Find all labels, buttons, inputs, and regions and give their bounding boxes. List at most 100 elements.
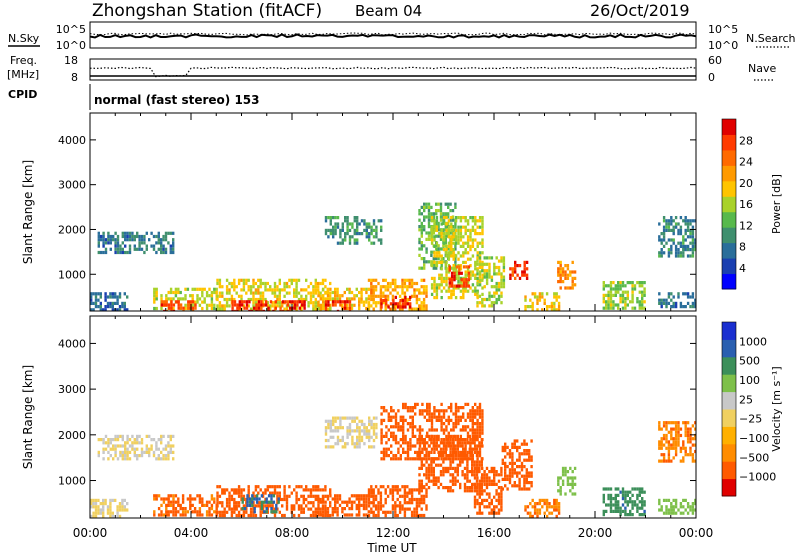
- data-cell: [538, 295, 542, 299]
- data-cell: [248, 500, 252, 504]
- data-region: [324, 416, 378, 449]
- data-cell: [511, 458, 514, 462]
- data-cell: [447, 228, 451, 232]
- data-cell: [471, 425, 474, 429]
- data-cell: [283, 307, 286, 311]
- data-cell: [493, 291, 496, 295]
- data-cell: [469, 273, 472, 277]
- data-cell: [172, 309, 176, 311]
- data-cell: [285, 507, 289, 511]
- data-cell: [332, 300, 335, 304]
- data-cell: [193, 287, 197, 291]
- data-cell: [445, 283, 448, 287]
- data-cell: [143, 450, 146, 454]
- data-cell: [246, 503, 249, 507]
- data-cell: [295, 288, 298, 292]
- data-cell: [312, 291, 315, 295]
- data-cell: [385, 431, 388, 435]
- data-cell: [533, 502, 537, 506]
- data-cell: [109, 502, 112, 506]
- data-cell: [109, 241, 112, 245]
- data-cell: [210, 300, 214, 304]
- data-cell: [271, 291, 274, 295]
- data-cell: [401, 305, 405, 309]
- data-cell: [391, 504, 395, 508]
- data-cell: [437, 209, 440, 213]
- data-cell: [221, 491, 224, 495]
- data-cell: [216, 307, 219, 311]
- data-cell: [662, 498, 666, 502]
- data-cell: [504, 471, 507, 475]
- data-cell: [367, 301, 371, 305]
- data-cell: [410, 294, 414, 298]
- data-cell: [116, 438, 120, 442]
- data-cell: [454, 444, 457, 448]
- data-cell: [281, 300, 285, 304]
- data-cell: [454, 418, 458, 422]
- data-cell: [674, 305, 678, 309]
- data-cell: [153, 300, 156, 304]
- data-cell: [317, 285, 320, 289]
- data-cell: [331, 297, 334, 301]
- data-cell: [230, 507, 234, 511]
- data-cell: [518, 487, 521, 491]
- data-cell: [602, 300, 605, 304]
- data-cell: [385, 299, 388, 303]
- data-cell: [476, 428, 479, 432]
- data-cell: [686, 254, 690, 258]
- data-cell: [153, 510, 156, 514]
- data-cell: [278, 491, 281, 495]
- data-cell: [439, 212, 443, 216]
- data-cell: [454, 241, 458, 245]
- data-cell: [332, 235, 335, 239]
- data-cell: [442, 221, 445, 225]
- data-cell: [356, 232, 359, 236]
- data-cell: [341, 228, 344, 232]
- data-cell: [478, 422, 482, 426]
- data-cell: [478, 294, 482, 298]
- data-cell: [406, 447, 410, 451]
- data-cell: [317, 500, 320, 504]
- data-cell: [329, 435, 332, 439]
- data-cell: [353, 303, 356, 307]
- data-cell: [420, 212, 423, 216]
- data-cell: [225, 501, 229, 505]
- data-cell: [221, 285, 224, 289]
- data-cell: [413, 307, 416, 311]
- data-cell: [667, 225, 671, 229]
- nave-series-line: [89, 66, 697, 78]
- data-cell: [478, 489, 481, 493]
- data-cell: [403, 485, 407, 489]
- data-cell: [225, 285, 229, 289]
- data-cell: [674, 453, 678, 457]
- data-cell: [605, 284, 608, 288]
- data-cell: [471, 418, 474, 422]
- data-cell: [390, 434, 393, 438]
- data-cell: [372, 222, 376, 226]
- data-cell: [94, 511, 98, 515]
- data-cell: [442, 447, 445, 451]
- data-cell: [339, 426, 342, 430]
- data-cell: [488, 470, 491, 474]
- data-cell: [406, 454, 410, 458]
- data-cell: [609, 503, 613, 507]
- data-cell: [238, 306, 241, 310]
- data-cell: [662, 443, 666, 447]
- data-cell: [394, 281, 397, 286]
- data-cell: [686, 427, 690, 431]
- colorbar-swatch: [722, 196, 736, 213]
- data-cell: [394, 513, 397, 518]
- data-cell: [327, 300, 330, 304]
- data-cell: [452, 248, 455, 252]
- data-cell: [533, 511, 537, 515]
- data-cell: [679, 427, 683, 431]
- data-cell: [520, 442, 524, 446]
- data-cell: [348, 300, 352, 304]
- data-cell: [516, 449, 519, 453]
- data-cell: [469, 238, 472, 242]
- data-cell: [370, 225, 373, 229]
- data-cell: [338, 503, 342, 507]
- data-cell: [278, 304, 281, 308]
- data-cell: [278, 510, 281, 514]
- data-cell: [483, 269, 486, 273]
